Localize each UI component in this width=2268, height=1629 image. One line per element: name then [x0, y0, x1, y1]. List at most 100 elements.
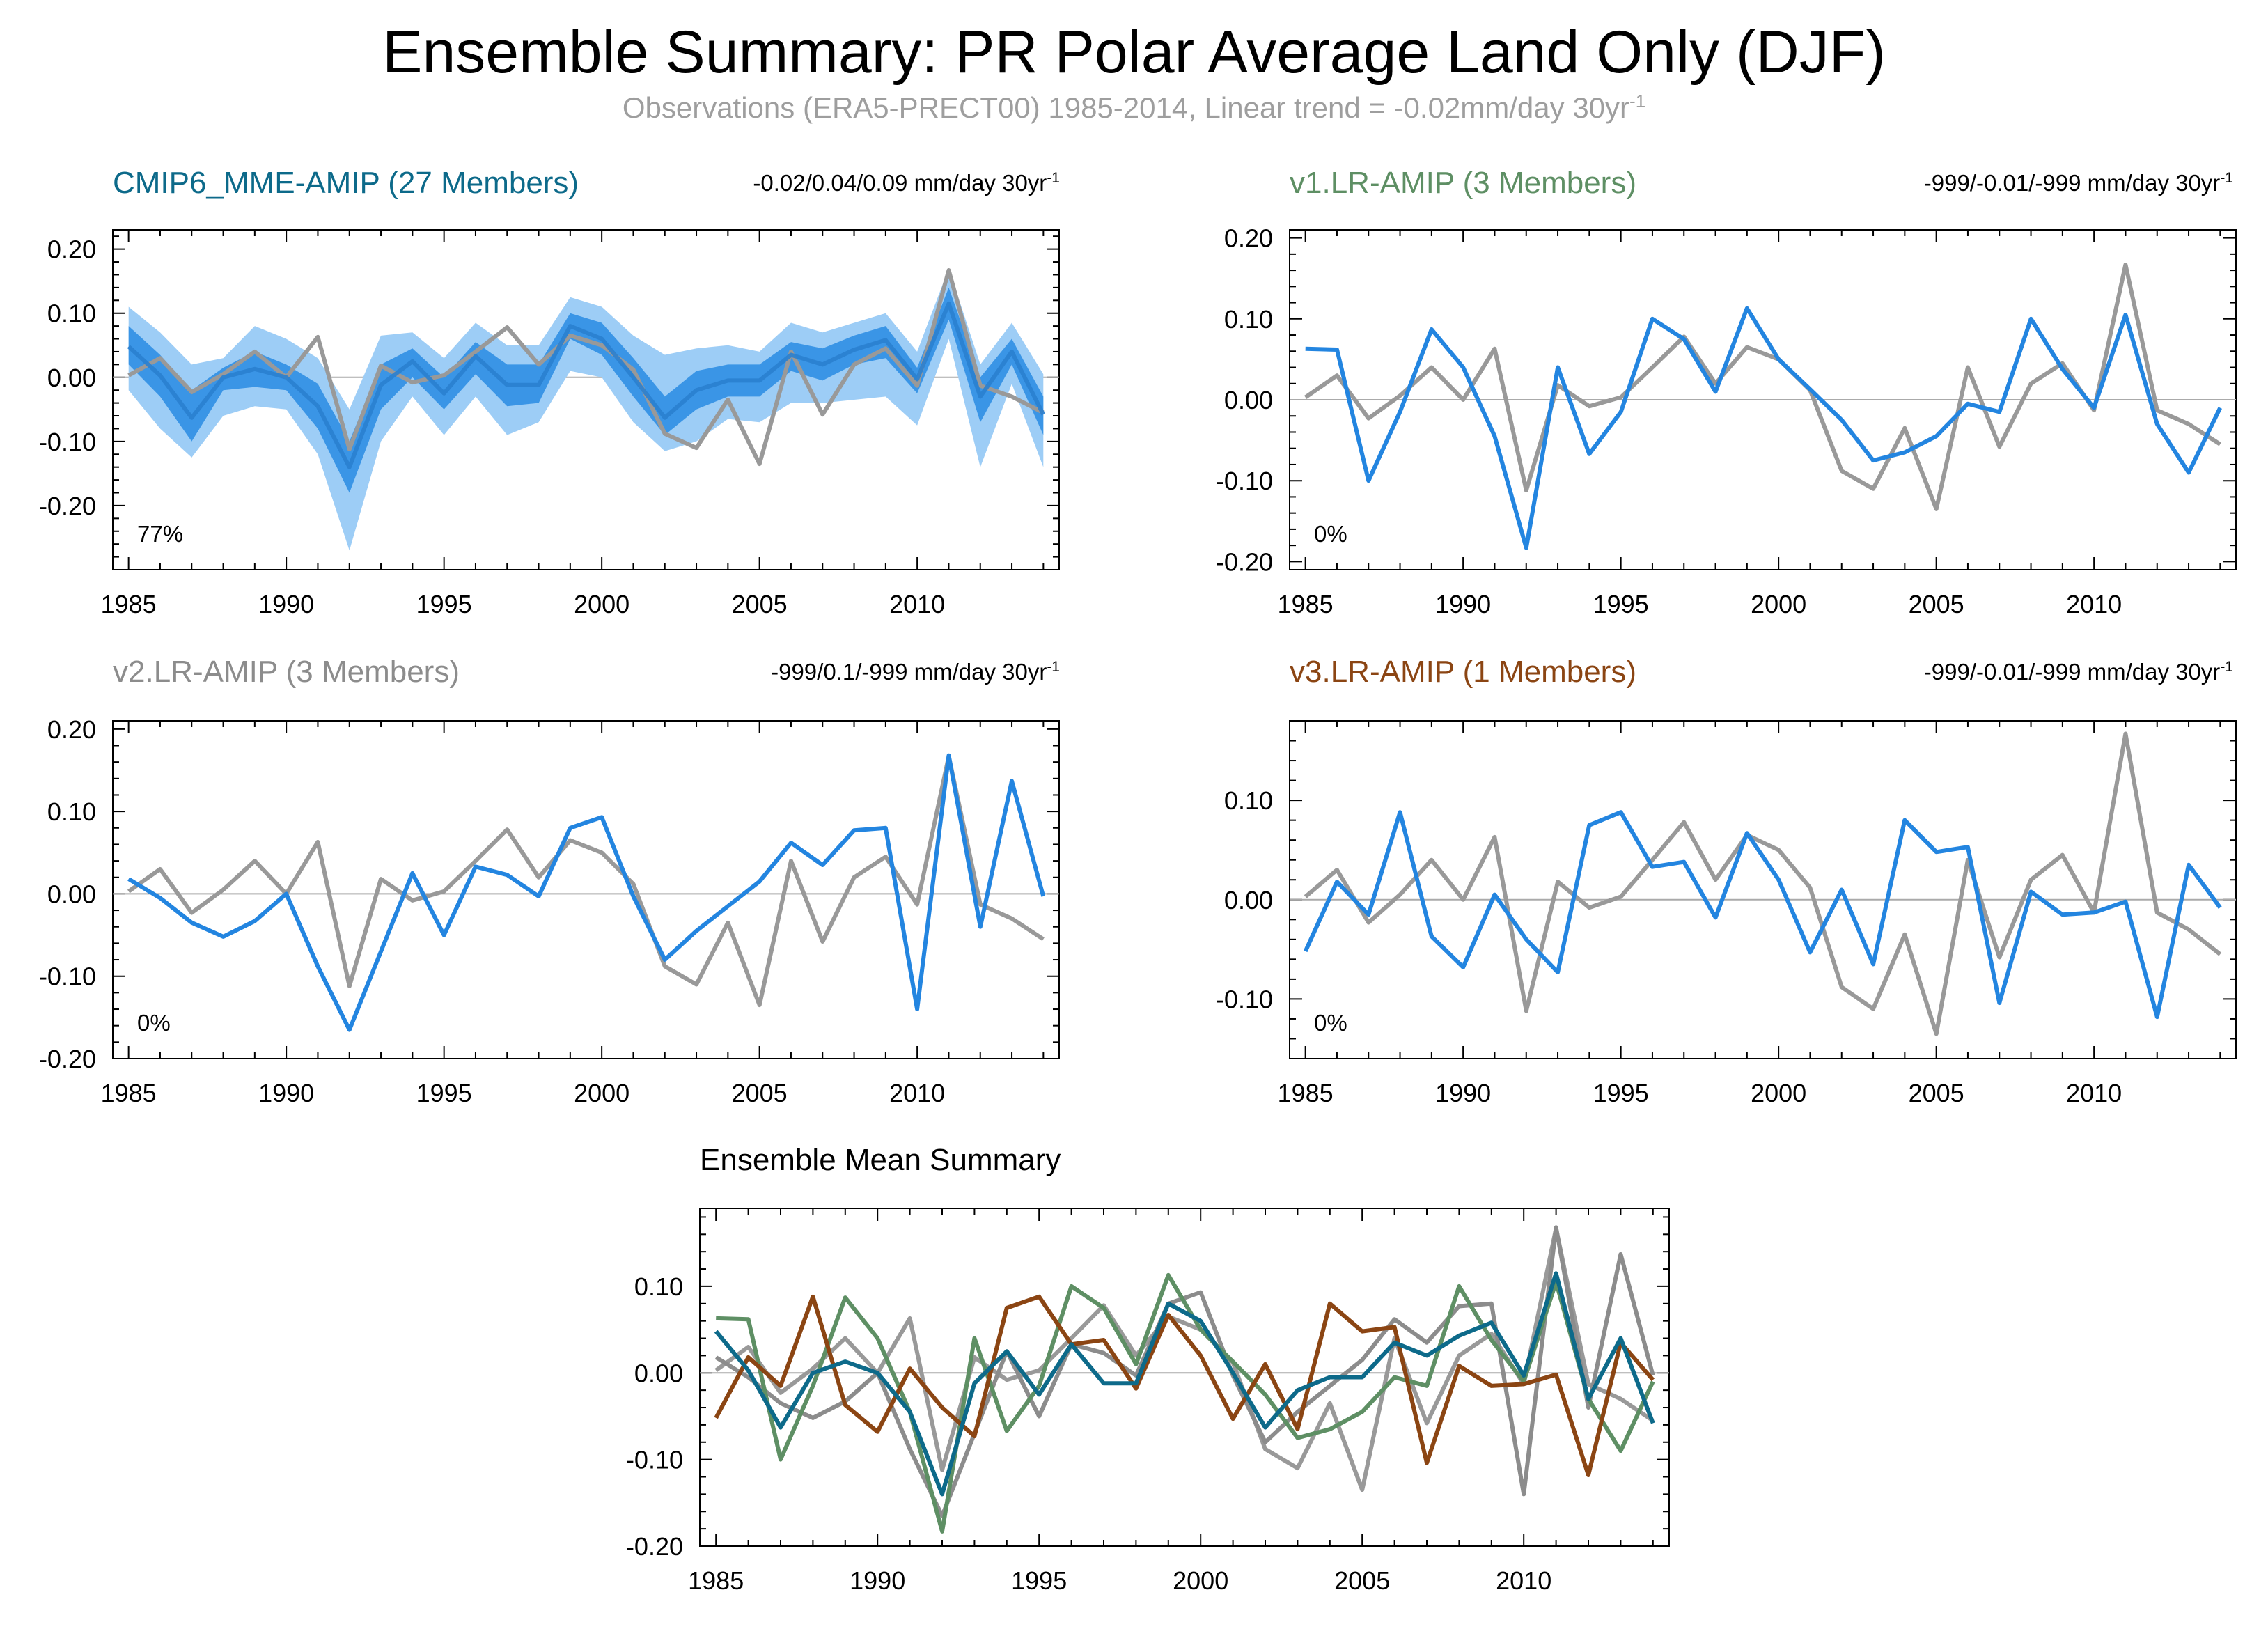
trend-text-v3: -999/-0.01/-999 mm/day 30yr [1923, 659, 2221, 685]
y-tick-label: -0.20 [39, 1045, 96, 1073]
panel-v1: 1985 1990 1995 2000 2005 2010 -0.20 -0.10 0.00 0.… [1216, 224, 2237, 618]
y-tick-label: -0.10 [39, 962, 96, 991]
x-tick-label: 2000 [1751, 1079, 1806, 1107]
plot-frame [112, 229, 1060, 570]
figure-subtitle: Observations (ERA5-PRECT00) 1985-2014, L… [0, 91, 2268, 125]
subtitle-superscript: -1 [1629, 91, 1646, 111]
series-line-model [1303, 810, 2222, 1020]
series-line-cmip6-mme-amip [714, 1271, 1655, 1497]
series-line-model [127, 753, 1046, 1032]
panel-trend-v3: -999/-0.01/-999 mm/day 30yr-1 [1924, 659, 2233, 685]
panel-title-v2: v2.LR-AMIP (3 Members) [113, 655, 460, 689]
y-tick-label: -0.20 [1216, 547, 1273, 576]
y-tick-label: -0.20 [39, 492, 96, 520]
y-tick-label: 0.00 [47, 880, 96, 908]
x-tick-label: 1985 [101, 590, 157, 618]
x-tick-label: 2010 [1496, 1566, 1551, 1595]
figure-title: Ensemble Summary: PR Polar Average Land … [382, 19, 1886, 86]
x-tick-label: 2010 [2066, 590, 2122, 618]
plot-frame [699, 1208, 1670, 1547]
x-tick-label: 2005 [732, 590, 788, 618]
y-tick-label: 0.10 [1224, 305, 1273, 334]
trend-sup-v3: -1 [2220, 659, 2233, 675]
panel-v3: 1985 1990 1995 2000 2005 2010 -0.10 0.00 0.10 0% [1216, 720, 2237, 1107]
trend-text-v1: -999/-0.01/-999 mm/day 30yr [1923, 170, 2221, 196]
x-tick-label: 1985 [101, 1079, 157, 1107]
series-line-obs [1304, 731, 2222, 1036]
x-tick-label: 1990 [1435, 590, 1491, 618]
y-tick-label: 0.20 [47, 235, 96, 264]
y-tick-label: 0.10 [47, 797, 96, 826]
percent-label: 0% [1314, 521, 1347, 547]
y-tick-label: -0.10 [39, 428, 96, 456]
panel-summary: 1985 1990 1995 2000 2005 2010 -0.20 -0.10 0.00 0.… [626, 1208, 1670, 1595]
x-tick-label: 2000 [1751, 590, 1806, 618]
trend-sup-v2: -1 [1047, 659, 1060, 675]
spread-band-outer [128, 268, 1044, 551]
y-tick-label: 0.20 [47, 715, 96, 744]
x-tick-label: 1985 [1278, 1079, 1334, 1107]
x-tick-label: 1990 [850, 1566, 905, 1595]
trend-sup-v1: -1 [2220, 170, 2233, 186]
series-line-v2-lr-amip [714, 1225, 1655, 1518]
x-tick-label: 1990 [1435, 1079, 1491, 1107]
trend-text-cmip6: -0.02/0.04/0.09 mm/day 30yr [753, 170, 1047, 196]
series-line-v3-lr-amip [714, 1294, 1655, 1477]
panel-title-v3: v3.LR-AMIP (1 Members) [1290, 655, 1636, 689]
x-tick-label: 1985 [1278, 590, 1334, 618]
x-tick-label: 2000 [574, 590, 629, 618]
x-tick-label: 1985 [688, 1566, 744, 1595]
plot-frame [1289, 720, 2237, 1059]
percent-label: 0% [137, 1010, 171, 1036]
x-tick-label: 1990 [258, 590, 314, 618]
y-tick-label: 0.10 [1224, 786, 1273, 815]
y-tick-label: 0.00 [1224, 386, 1273, 414]
y-tick-label: 0.10 [47, 299, 96, 328]
y-tick-label: 0.20 [1224, 224, 1273, 253]
x-tick-label: 2005 [1334, 1566, 1390, 1595]
x-tick-label: 1995 [416, 1079, 472, 1107]
x-tick-label: 1995 [1593, 590, 1649, 618]
summary-title: Ensemble Mean Summary [700, 1143, 1061, 1177]
y-tick-label: 0.00 [47, 364, 96, 392]
panel-v2: 1985 1990 1995 2000 2005 2010 -0.20 -0.10 0.00 0.… [39, 715, 1060, 1107]
series-line-ensemble-mean [127, 301, 1045, 469]
series-line-model [1305, 306, 2222, 550]
subtitle-text: Observations (ERA5-PRECT00) 1985-2014, L… [622, 91, 1630, 124]
x-tick-label: 2000 [1173, 1566, 1228, 1595]
panel-trend-v1: -999/-0.01/-999 mm/day 30yr-1 [1924, 170, 2233, 196]
percent-label: 77% [137, 521, 183, 547]
x-tick-label: 2010 [889, 1079, 945, 1107]
trend-text-v2: -999/0.1/-999 mm/day 30yr [771, 659, 1047, 685]
series-line-obs [127, 754, 1045, 1008]
x-tick-label: 2010 [889, 590, 945, 618]
y-tick-label: -0.10 [626, 1446, 683, 1474]
x-tick-label: 2000 [574, 1079, 629, 1107]
trend-sup-cmip6: -1 [1047, 170, 1060, 186]
x-tick-label: 1995 [1593, 1079, 1649, 1107]
series-line-obs [127, 268, 1045, 467]
percent-label: 0% [1314, 1010, 1347, 1036]
panel-trend-cmip6: -0.02/0.04/0.09 mm/day 30yr-1 [753, 170, 1060, 196]
series-line-v1-lr-amip [716, 1272, 1655, 1534]
y-tick-label: 0.10 [634, 1272, 683, 1301]
x-tick-label: 2005 [1909, 1079, 1964, 1107]
x-tick-label: 1990 [258, 1079, 314, 1107]
plot-frame [112, 720, 1060, 1059]
y-tick-label: -0.10 [1216, 467, 1273, 495]
y-tick-label: 0.00 [634, 1359, 683, 1387]
y-tick-label: -0.10 [1216, 985, 1273, 1013]
panel-trend-v2: -999/0.1/-999 mm/day 30yr-1 [771, 659, 1060, 685]
x-tick-label: 1995 [416, 590, 472, 618]
y-tick-label: -0.20 [626, 1532, 683, 1561]
y-tick-label: 0.00 [1224, 886, 1273, 914]
panel-title-v1: v1.LR-AMIP (3 Members) [1290, 166, 1636, 200]
x-tick-label: 2005 [732, 1079, 788, 1107]
x-tick-label: 2010 [2066, 1079, 2122, 1107]
panel-cmip6: 1985 1990 1995 2000 2005 2010 -0.20 -0.10 0.00 0.… [39, 229, 1060, 618]
series-line-obs [1304, 263, 2221, 511]
panel-title-cmip6: CMIP6_MME-AMIP (27 Members) [113, 166, 579, 200]
x-tick-label: 1995 [1011, 1566, 1067, 1595]
x-tick-label: 2005 [1909, 590, 1964, 618]
